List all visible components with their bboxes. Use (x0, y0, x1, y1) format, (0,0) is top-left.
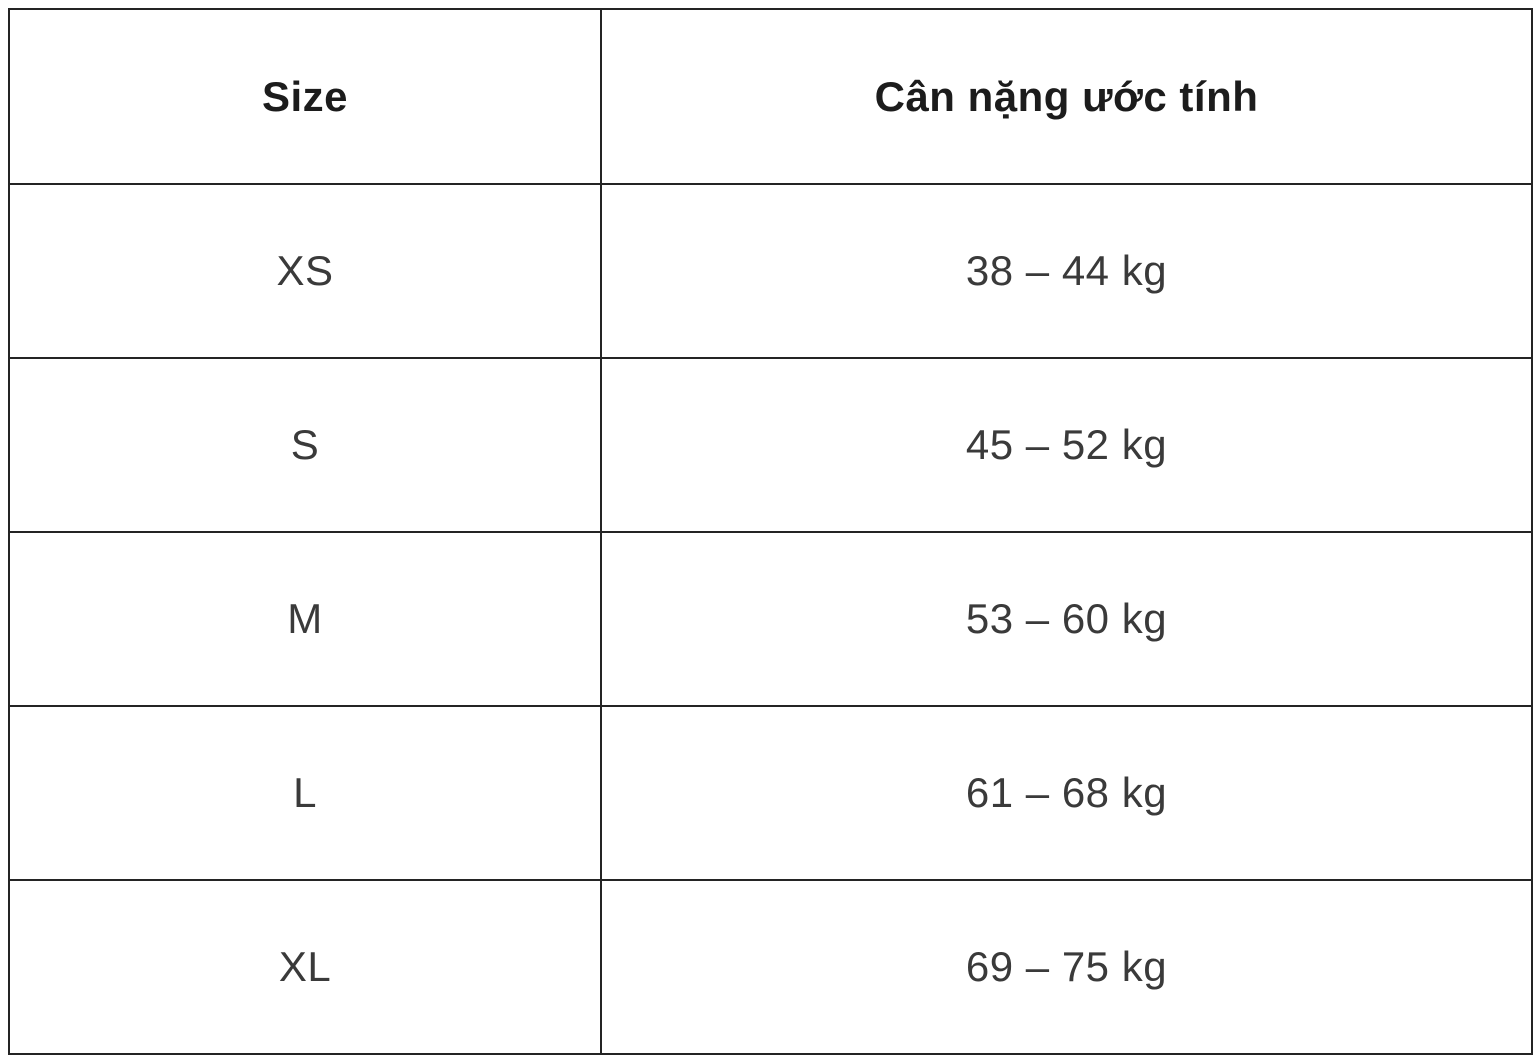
table-row-xl: XL 69 – 75 kg (8, 879, 1533, 1055)
table-row-m: M 53 – 60 kg (8, 531, 1533, 707)
header-row: Size Cân nặng ước tính (8, 8, 1533, 185)
size-column-header: Size (8, 8, 602, 185)
size-cell: XS (8, 183, 602, 359)
weight-cell: 69 – 75 kg (600, 879, 1533, 1055)
weight-cell: 45 – 52 kg (600, 357, 1533, 533)
weight-cell: 53 – 60 kg (600, 531, 1533, 707)
size-cell: L (8, 705, 602, 881)
table-row-l: L 61 – 68 kg (8, 705, 1533, 881)
size-cell: XL (8, 879, 602, 1055)
size-cell: S (8, 357, 602, 533)
weight-column-header: Cân nặng ước tính (600, 8, 1533, 185)
size-cell: M (8, 531, 602, 707)
weight-cell: 38 – 44 kg (600, 183, 1533, 359)
size-chart-container: Size Cân nặng ước tính XS 38 – 44 kg S 4… (8, 8, 1533, 1055)
table-row-s: S 45 – 52 kg (8, 357, 1533, 533)
size-chart-table: Size Cân nặng ước tính XS 38 – 44 kg S 4… (8, 8, 1533, 1055)
weight-cell: 61 – 68 kg (600, 705, 1533, 881)
table-row-xs: XS 38 – 44 kg (8, 183, 1533, 359)
